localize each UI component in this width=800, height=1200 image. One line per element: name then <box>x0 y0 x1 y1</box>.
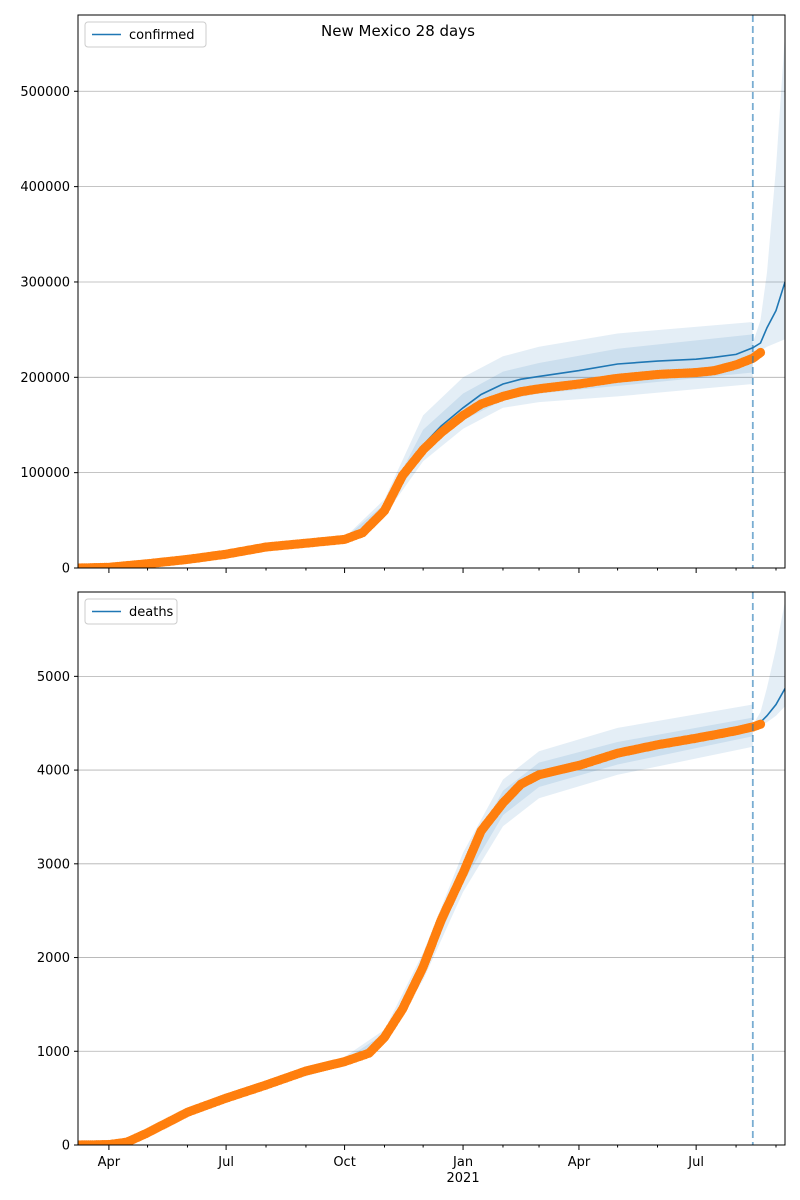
confirmed-axes-frame <box>77 14 786 569</box>
deaths-x-tick-label: Apr <box>568 1155 591 1170</box>
deaths-y-tick-label: 0 <box>62 1139 70 1154</box>
confirmed-panel: 0 100000 200000 300000 400000 500000 confirmed <box>20 14 786 577</box>
deaths-legend: deaths <box>84 598 178 625</box>
confirmed-plot-area <box>78 34 785 568</box>
confirmed-observed-points <box>78 347 766 568</box>
deaths-x-tick-label: Jan <box>452 1155 473 1170</box>
deaths-x-tick-label: Apr <box>98 1155 121 1170</box>
confirmed-y-tick-label: 500000 <box>20 85 70 100</box>
confirmed-y-tick-label: 400000 <box>20 180 70 195</box>
deaths-observed-point <box>755 719 766 729</box>
deaths-x-tick-label: Jul <box>217 1155 234 1170</box>
deaths-observed-points <box>78 719 766 1145</box>
deaths-y-tick-label: 3000 <box>37 857 70 872</box>
confirmed-observed-point <box>755 347 766 358</box>
deaths-plot-area <box>78 601 785 1145</box>
confirmed-uncertainty-band <box>752 34 785 354</box>
confirmed-legend-box <box>84 21 207 48</box>
deaths-legend-box <box>84 598 178 625</box>
confirmed-y-tick-label: 100000 <box>20 466 70 481</box>
deaths-legend-label: deaths <box>129 605 174 620</box>
confirmed-legend-label: confirmed <box>129 28 195 43</box>
deaths-y-tick-label: 1000 <box>37 1045 70 1060</box>
deaths-y-tick-label: 4000 <box>37 764 70 779</box>
deaths-x-tick-label: Jul <box>687 1155 704 1170</box>
confirmed-legend: confirmed <box>84 21 207 48</box>
deaths-y-tick-label: 2000 <box>37 951 70 966</box>
figure-title: New Mexico 28 days <box>321 22 475 40</box>
deaths-uncertainty-band <box>266 704 753 1088</box>
confirmed-y-tick-label: 300000 <box>20 275 70 290</box>
deaths-x-year-label: 2021 <box>447 1171 480 1186</box>
deaths-uncertainty-band <box>752 601 785 729</box>
deaths-axes-frame <box>77 591 786 1146</box>
confirmed-y-tick-label: 0 <box>62 562 70 577</box>
confirmed-y-tick-label: 200000 <box>20 371 70 386</box>
deaths-panel: 0 1000 2000 3000 4000 5000 Apr Jul Oct Jan Apr Jul 2… <box>37 591 786 1186</box>
deaths-x-tick-label: Oct <box>333 1155 355 1170</box>
deaths-y-tick-label: 5000 <box>37 670 70 685</box>
